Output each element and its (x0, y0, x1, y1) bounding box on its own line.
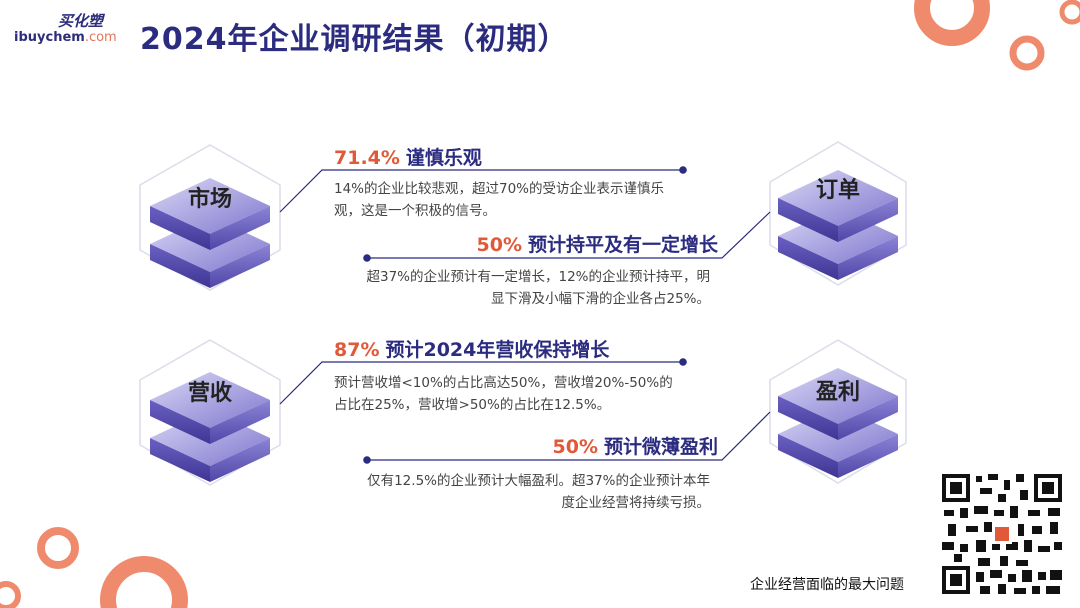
revenue-pct: 87% (334, 339, 380, 361)
market-heading: 71.4% 谨慎乐观 (334, 143, 482, 170)
hex-label-orders: 订单 (815, 178, 860, 203)
revenue-description: 预计营收增<10%的占比高达50%，营收增20%-50%的占比在25%，营收增>… (334, 375, 673, 413)
brand-logo: 买化塑 ibuychem.com (14, 10, 134, 50)
qr-caption: 企业经营面临的最大问题 (750, 577, 904, 593)
orders-pct: 50% (476, 234, 522, 256)
orders-heading-text: 预计持平及有一定增长 (527, 234, 718, 256)
revenue-heading-text: 预计2024年营收保持增长 (385, 339, 610, 361)
hexagon-outlines (139, 141, 907, 486)
market-heading-text: 谨慎乐观 (405, 147, 482, 169)
profit-description: 仅有12.5%的企业预计大幅盈利。超37%的企业预计本年度企业经营将持续亏损。 (367, 473, 710, 511)
profit-heading: 50% 预计微薄盈利 (460, 432, 719, 459)
logo-domain: ibuychem.com (14, 30, 117, 45)
market-description: 14%的企业比较悲观，超过70%的受访企业表示谨慎乐观，这是一个积极的信号。 (334, 181, 665, 219)
hex-label-revenue: 营收 (187, 381, 232, 406)
profit-pct: 50% (552, 436, 598, 458)
revenue-heading: 87% 预计2024年营收保持增长 (334, 335, 609, 362)
orders-heading: 50% 预计持平及有一定增长 (440, 230, 719, 257)
hex-label-market: 市场 (187, 187, 232, 212)
market-pct: 71.4% (334, 147, 400, 169)
orders-description: 超37%的企业预计有一定增长，12%的企业预计持平，明显下滑及小幅下滑的企业各占… (366, 269, 710, 307)
logo-domain-main: ibuychem (14, 30, 85, 45)
logo-cn-text: 买化塑 (58, 12, 104, 30)
profit-heading-text: 预计微薄盈利 (603, 436, 718, 458)
page-title: 2024年企业调研结果（初期） (140, 22, 569, 57)
qr-code-icon (940, 472, 1064, 596)
hex-label-profit: 盈利 (815, 380, 860, 405)
logo-domain-suffix: .com (84, 30, 117, 45)
